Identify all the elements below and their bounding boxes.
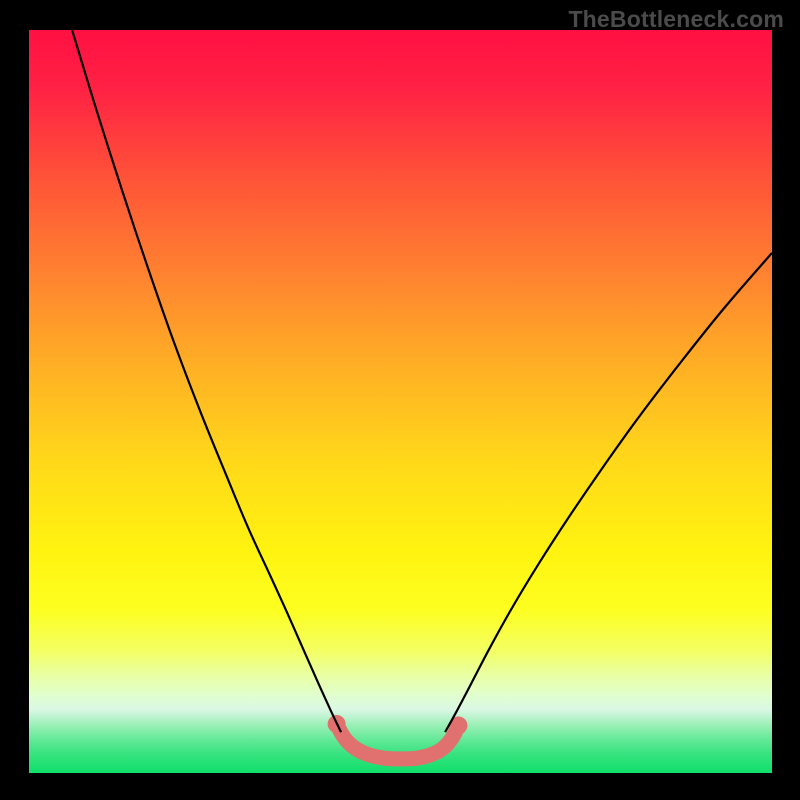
watermark-text: TheBottleneck.com: [568, 6, 784, 33]
curve-right: [445, 253, 772, 732]
valley-end-marker-1: [449, 716, 467, 734]
chart-frame: TheBottleneck.com: [0, 0, 800, 800]
curve-layer: [29, 30, 772, 773]
plot-area: [29, 30, 772, 773]
curve-left: [72, 30, 341, 732]
valley-band: [337, 724, 459, 759]
valley-end-marker-0: [328, 715, 346, 733]
